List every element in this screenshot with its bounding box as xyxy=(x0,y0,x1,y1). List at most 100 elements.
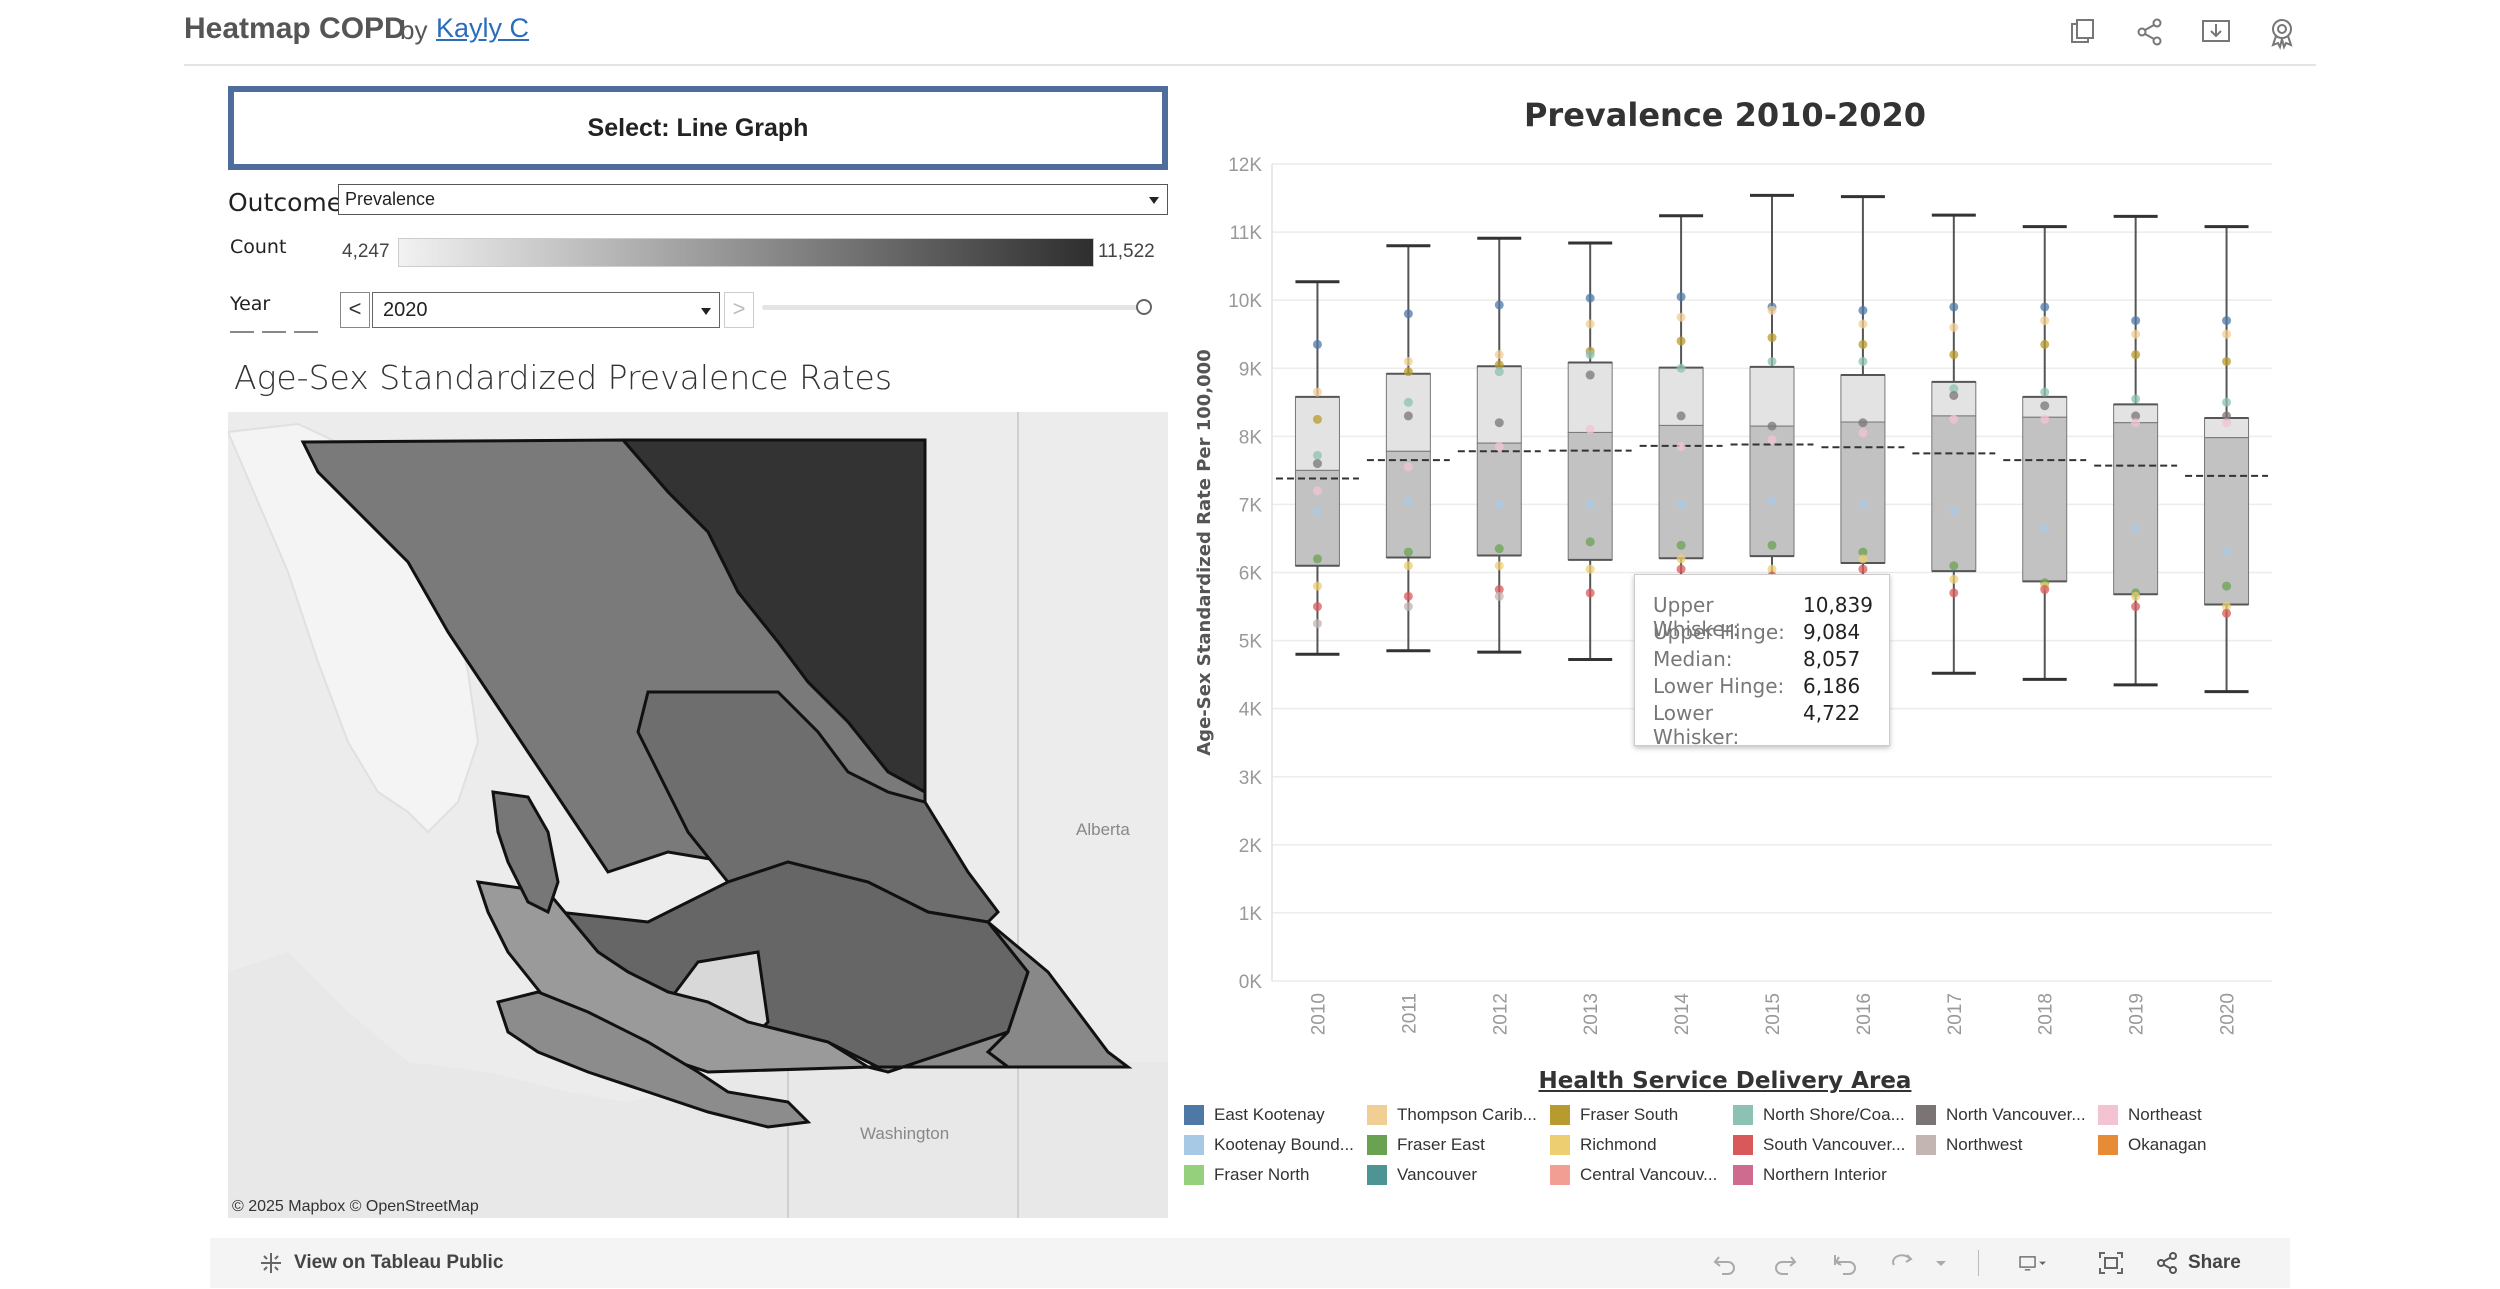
legend-swatch xyxy=(1916,1135,1936,1155)
chevron-down-icon[interactable] xyxy=(1926,1249,1946,1277)
data-point xyxy=(2222,316,2232,326)
legend-item[interactable]: Northwest xyxy=(1916,1134,2023,1156)
data-point xyxy=(1403,591,1413,601)
data-point xyxy=(2131,394,2141,404)
legend-item[interactable]: Fraser North xyxy=(1184,1164,1309,1186)
x-tick-label: 2010 xyxy=(1308,993,1329,1035)
legend-item[interactable]: North Shore/Coa... xyxy=(1733,1104,1905,1126)
year-slider-thumb[interactable] xyxy=(1136,299,1152,315)
legend-item[interactable]: Fraser South xyxy=(1550,1104,1678,1126)
year-label: Year xyxy=(230,293,271,315)
box-lower xyxy=(1749,425,1795,557)
y-tick-label: 11K xyxy=(1230,223,1263,244)
year-dropdown[interactable]: 2020 xyxy=(372,292,720,328)
legend-item[interactable]: Fraser East xyxy=(1367,1134,1485,1156)
data-point xyxy=(1585,588,1595,598)
undo-icon[interactable] xyxy=(1710,1249,1740,1277)
data-point xyxy=(1767,496,1777,506)
by-text: by xyxy=(400,15,428,45)
legend-item[interactable]: Richmond xyxy=(1550,1134,1657,1156)
data-point xyxy=(1312,619,1322,629)
legend-label: Northeast xyxy=(2128,1105,2202,1124)
share-button[interactable]: Share xyxy=(2154,1250,2241,1276)
device-layout-icon[interactable] xyxy=(2018,1249,2062,1277)
outcome-dropdown[interactable]: Prevalence xyxy=(338,184,1168,215)
legend-item[interactable]: Thompson Carib... xyxy=(1367,1104,1537,1126)
map-title: Age-Sex Standardized Prevalence Rates xyxy=(234,358,893,397)
data-point xyxy=(1949,302,1959,312)
year-prev-button[interactable]: < xyxy=(340,292,370,328)
data-point xyxy=(2131,523,2141,533)
tooltip-upper-whisker: Upper Whisker: 10,839 xyxy=(1653,593,1889,641)
data-point xyxy=(1494,300,1504,310)
legend-swatch xyxy=(1367,1165,1387,1185)
data-point xyxy=(1403,411,1413,421)
legend-label: Fraser North xyxy=(1214,1165,1310,1184)
share-icon[interactable] xyxy=(2132,14,2168,50)
tooltip-value: 10,839 xyxy=(1803,593,1873,617)
tooltip-value: 4,722 xyxy=(1803,701,1861,725)
data-point xyxy=(1403,496,1413,506)
data-point xyxy=(1949,390,1959,400)
tooltip-value: 6,186 xyxy=(1803,674,1861,698)
data-point xyxy=(1312,387,1322,397)
data-point xyxy=(2222,547,2232,557)
legend-item[interactable]: Vancouver xyxy=(1367,1164,1477,1186)
year-next-button[interactable]: > xyxy=(724,292,754,328)
data-point xyxy=(2131,316,2141,326)
x-tick-label: 2013 xyxy=(1581,993,1602,1035)
data-point xyxy=(2131,329,2141,339)
data-point xyxy=(1312,339,1322,349)
fullscreen-icon[interactable] xyxy=(2096,1249,2126,1277)
data-point xyxy=(1585,564,1595,574)
prevalence-map[interactable]: Alberta Washington © 2025 Mapbox © OpenS… xyxy=(228,412,1168,1218)
tooltip-key: Median: xyxy=(1653,647,1733,671)
legend-swatch xyxy=(1367,1135,1387,1155)
x-tick-label: 2014 xyxy=(1672,993,1693,1036)
data-point xyxy=(1403,462,1413,472)
legend-item[interactable]: North Vancouver... xyxy=(1916,1104,2086,1126)
y-tick-label: 10K xyxy=(1228,291,1262,312)
legend-item[interactable]: Northeast xyxy=(2098,1104,2202,1126)
refresh-icon[interactable] xyxy=(1888,1249,1918,1277)
y-tick-label: 7K xyxy=(1239,495,1263,516)
top-header: Heatmap COPD by Kayly C xyxy=(184,0,2316,66)
data-point xyxy=(2131,411,2141,421)
author-link[interactable]: Kayly C xyxy=(436,13,530,43)
badge-icon[interactable] xyxy=(2264,14,2300,50)
data-point xyxy=(1403,547,1413,557)
chevron-down-icon xyxy=(1149,197,1159,204)
legend-item[interactable]: South Vancouver... xyxy=(1733,1134,1905,1156)
legend-item[interactable]: Kootenay Bound... xyxy=(1184,1134,1354,1156)
count-min-value: 4,247 xyxy=(342,241,390,262)
tooltip-lower-hinge: Lower Hinge: 6,186 xyxy=(1653,674,1889,701)
data-point xyxy=(2222,581,2232,591)
legend-item[interactable]: East Kootenay xyxy=(1184,1104,1325,1126)
box-lower xyxy=(2204,437,2250,605)
data-point xyxy=(1949,414,1959,424)
data-point xyxy=(1585,537,1595,547)
data-point xyxy=(1858,554,1868,564)
view-on-tableau-button[interactable]: View on Tableau Public xyxy=(258,1250,503,1276)
tooltip-value: 9,084 xyxy=(1803,620,1861,644)
year-slider-track[interactable] xyxy=(762,305,1144,310)
data-point xyxy=(1676,564,1686,574)
data-point xyxy=(2131,591,2141,601)
select-line-graph-button[interactable]: Select: Line Graph xyxy=(228,86,1168,170)
revert-icon[interactable] xyxy=(1830,1249,1860,1277)
data-point xyxy=(1858,564,1868,574)
data-point xyxy=(1767,356,1777,366)
data-point xyxy=(1312,450,1322,460)
copy-icon[interactable] xyxy=(2066,14,2102,50)
legend-item[interactable]: Okanagan xyxy=(2098,1134,2206,1156)
tooltip-key: Upper Hinge: xyxy=(1653,620,1785,644)
legend-item[interactable]: Central Vancouv... xyxy=(1550,1164,1717,1186)
download-icon[interactable] xyxy=(2198,14,2234,50)
data-point xyxy=(2040,414,2050,424)
redo-icon[interactable] xyxy=(1770,1249,1800,1277)
boxplot-chart[interactable]: 0K 1K 2K 3K 4K 5K 6K 7K 8K 9K 10K 11K 12K Age-Sex Sta… xyxy=(1180,140,2280,1060)
data-point xyxy=(1858,305,1868,315)
legend-item[interactable]: Northern Interior xyxy=(1733,1164,1887,1186)
legend-label: Northern Interior xyxy=(1763,1165,1887,1184)
data-point xyxy=(1676,363,1686,373)
